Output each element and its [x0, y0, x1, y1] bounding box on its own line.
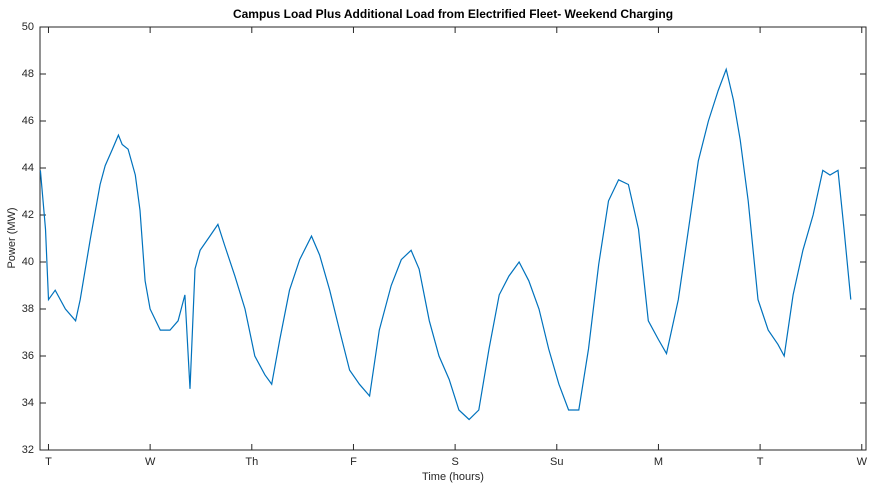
x-tick-label: W: [857, 456, 868, 468]
chart-title: Campus Load Plus Additional Load from El…: [233, 7, 673, 21]
x-axis-label: Time (hours): [422, 471, 484, 483]
y-tick-label: 48: [22, 68, 34, 80]
y-tick-label: 40: [22, 256, 34, 268]
y-tick-label: 50: [22, 21, 34, 33]
x-tick-label: M: [654, 456, 663, 468]
y-tick-label: 42: [22, 209, 34, 221]
y-tick-label: 46: [22, 115, 34, 127]
x-tick-label: Th: [245, 456, 258, 468]
x-tick-label: W: [145, 456, 156, 468]
y-tick-label: 34: [22, 397, 34, 409]
y-tick-label: 36: [22, 350, 34, 362]
x-tick-label: T: [45, 456, 52, 468]
y-axis-label: Power (MW): [6, 207, 18, 268]
y-tick-label: 38: [22, 303, 34, 315]
x-tick-label: Su: [550, 456, 563, 468]
x-tick-label: S: [451, 456, 458, 468]
x-tick-label: F: [350, 456, 357, 468]
y-tick-label: 44: [22, 162, 34, 174]
plot-frame: [39, 26, 867, 451]
x-tick-label: T: [757, 456, 764, 468]
line: [39, 67, 852, 421]
y-tick-label: 32: [22, 444, 34, 456]
